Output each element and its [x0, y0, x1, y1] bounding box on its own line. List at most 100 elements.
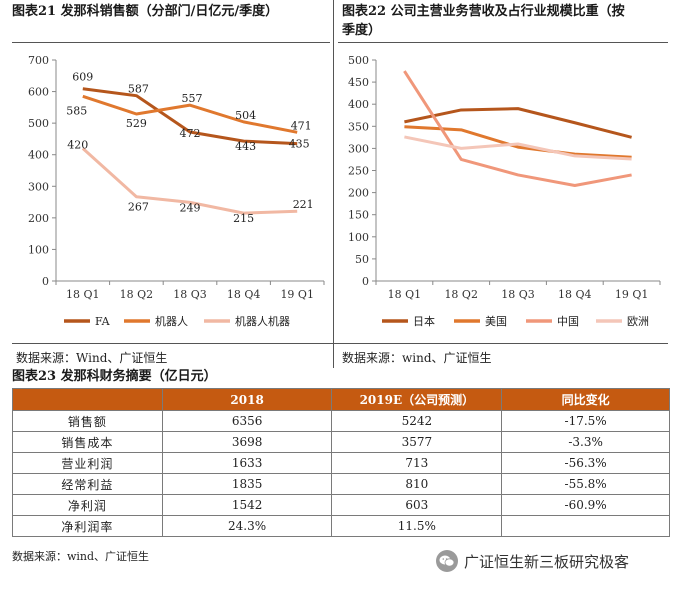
watermark-text: 广证恒生新三板研究极客 — [464, 552, 630, 571]
data-label: 249 — [180, 201, 201, 214]
data-label: 443 — [235, 140, 256, 153]
table-header-row: 2018 2019E（公司预测） 同比变化 — [12, 388, 670, 411]
row-label: 经常利益 — [12, 473, 163, 495]
data-label: 587 — [128, 83, 149, 96]
data-label: 471 — [291, 119, 312, 132]
cell-2019e: 5242 — [331, 410, 503, 432]
cell-change: -55.8% — [501, 473, 670, 495]
y-tick-label: 200 — [348, 187, 369, 200]
cell-change — [501, 515, 670, 537]
data-label: 420 — [67, 138, 88, 151]
data-label: 267 — [128, 201, 149, 214]
chart2-title-line1: 图表22 公司主营业务营收及占行业规模比重（按 — [342, 4, 625, 19]
cell-change: -56.3% — [501, 452, 670, 474]
legend-label: FA — [95, 315, 111, 328]
table-row: 净利润率 24.3% 11.5% — [12, 515, 670, 537]
legend-label: 日本 — [413, 314, 435, 328]
y-tick-label: 500 — [348, 54, 369, 67]
table-source: 数据来源：wind、广证恒生 — [12, 550, 150, 563]
x-tick-label: 18 Q1 — [388, 288, 422, 301]
cell-2018: 1633 — [161, 452, 333, 474]
y-tick-label: 100 — [28, 243, 49, 256]
data-label: 435 — [289, 138, 310, 151]
header-2019e: 2019E（公司预测） — [331, 388, 503, 411]
cell-2018: 1835 — [161, 473, 333, 495]
series-line-3 — [403, 70, 632, 188]
x-tick-label: 18 Q3 — [173, 288, 207, 301]
cell-change: -60.9% — [501, 494, 670, 516]
data-label: 609 — [72, 71, 93, 84]
data-label: 557 — [182, 92, 203, 105]
legend-label: 美国 — [485, 315, 507, 328]
y-tick-label: 0 — [362, 275, 369, 288]
row-label: 净利润率 — [12, 515, 163, 537]
y-tick-label: 450 — [348, 76, 369, 89]
table-row: 经常利益 1835 810 -55.8% — [12, 473, 670, 495]
chart2-title-line2: 季度） — [342, 23, 382, 38]
y-tick-label: 400 — [348, 98, 369, 111]
financial-summary-table: 2018 2019E（公司预测） 同比变化 销售额 6356 5242 -17.… — [12, 388, 670, 537]
y-tick-label: 50 — [355, 253, 369, 266]
data-label: 215 — [233, 212, 254, 225]
data-label: 472 — [180, 127, 201, 140]
data-label: 529 — [126, 117, 147, 130]
y-tick-label: 700 — [28, 54, 49, 67]
header-yoy-change: 同比变化 — [501, 388, 670, 411]
cell-2018: 3698 — [161, 431, 333, 453]
row-label: 营业利润 — [12, 452, 163, 474]
y-tick-label: 150 — [348, 209, 369, 222]
row-label: 销售成本 — [12, 431, 163, 453]
x-tick-label: 18 Q3 — [501, 288, 535, 301]
y-tick-label: 0 — [42, 275, 49, 288]
x-tick-label: 19 Q1 — [280, 288, 314, 301]
table-row: 营业利润 1633 713 -56.3% — [12, 452, 670, 474]
chart-revenue-by-region: 0 50 100 150 200 250 300 350 400 450 500 18 Q1 18 Q2… — [348, 54, 661, 328]
wechat-icon — [436, 550, 458, 572]
y-tick-label: 600 — [28, 86, 49, 99]
y-tick-label: 250 — [348, 165, 369, 178]
cell-change: -3.3% — [501, 431, 670, 453]
data-label: 504 — [235, 109, 256, 122]
x-tick-label: 18 Q1 — [66, 288, 100, 301]
series-line-2 — [404, 125, 632, 159]
legend-label: 欧洲 — [627, 315, 649, 328]
cell-2018: 24.3% — [161, 515, 333, 537]
series-line-1 — [404, 107, 632, 139]
x-tick-label: 18 Q2 — [444, 288, 478, 301]
series-line-1 — [82, 87, 298, 146]
x-tick-label: 18 Q4 — [227, 288, 261, 301]
panel-divider — [333, 0, 334, 368]
cell-2019e: 3577 — [331, 431, 503, 453]
cell-2019e: 11.5% — [331, 515, 503, 537]
series-line-3 — [81, 147, 298, 215]
cell-2018: 1542 — [161, 494, 333, 516]
title-divider-right — [338, 42, 668, 43]
chart2-source: 数据来源：wind、广证恒生 — [342, 351, 492, 365]
header-2018: 2018 — [161, 388, 333, 411]
series-line-2 — [82, 94, 298, 134]
x-tick-label: 19 Q1 — [615, 288, 649, 301]
chart1-title: 图表21 发那科销售额（分部门/日亿元/季度） — [12, 4, 279, 19]
cell-2019e: 810 — [331, 473, 503, 495]
cell-2018: 6356 — [161, 410, 333, 432]
watermark: 广证恒生新三板研究极客 — [436, 549, 629, 573]
x-tick-label: 18 Q4 — [558, 288, 592, 301]
cell-2019e: 713 — [331, 452, 503, 474]
cell-change: -17.5% — [501, 410, 670, 432]
row-label: 净利润 — [12, 494, 163, 516]
y-tick-label: 300 — [28, 180, 49, 193]
data-label: 585 — [66, 104, 87, 117]
table-row: 净利润 1542 603 -60.9% — [12, 494, 670, 516]
y-tick-label: 200 — [28, 212, 49, 225]
legend-label: 机器人 — [155, 314, 188, 328]
legend-label: 机器人机器 — [235, 314, 290, 328]
y-tick-label: 400 — [28, 149, 49, 162]
chart1-source: 数据来源：Wind、广证恒生 — [16, 351, 168, 365]
chart-sales-by-segment: 0 100 200 300 400 500 600 700 18 Q1 18 Q2 18 Q3 18 … — [28, 54, 325, 328]
header-blank — [12, 388, 163, 411]
cell-2019e: 603 — [331, 494, 503, 516]
y-tick-label: 350 — [348, 120, 369, 133]
series-line-4 — [404, 135, 632, 161]
x-tick-label: 18 Q2 — [120, 288, 154, 301]
row-label: 销售额 — [12, 410, 163, 432]
